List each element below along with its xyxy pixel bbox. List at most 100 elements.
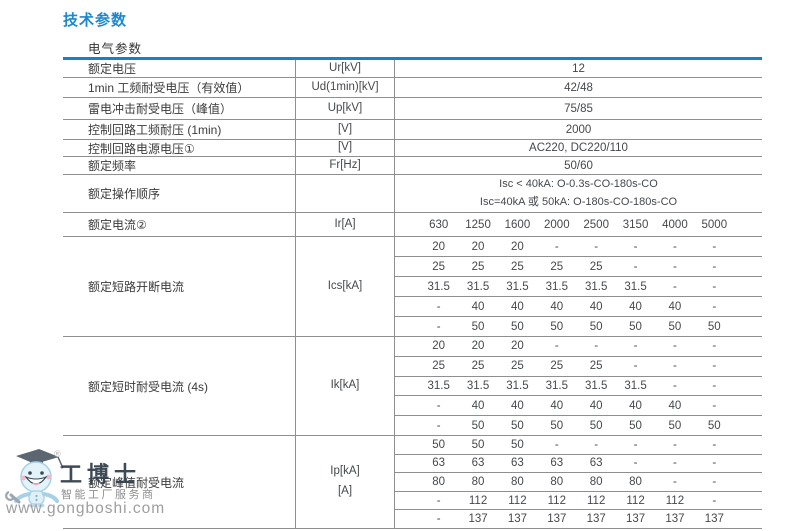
value-cell: 50 <box>668 419 682 432</box>
value-cell: 20 <box>432 240 446 253</box>
value-row: 80 80 80 80 80 80 - - <box>395 473 762 492</box>
value-cell: 80 <box>511 475 524 488</box>
value-cell: 20 <box>511 240 524 253</box>
value-cell: 137 <box>704 513 724 526</box>
value-cell: 112 <box>468 494 488 507</box>
value-cell: 31.5 <box>624 379 647 392</box>
value-cell: - <box>673 457 677 470</box>
value-cell: - <box>712 240 717 253</box>
value-cell: - <box>436 399 441 412</box>
value-cell: - <box>633 260 638 273</box>
value-cell: - <box>712 475 717 488</box>
value-cell: - <box>436 513 441 526</box>
value-cell: 40 <box>550 300 564 313</box>
row-unit: Ir[A] <box>295 213 395 236</box>
section-values: 50 50 50 - - - - - 63 63 63 63 63 - - - 80 80 80 80 80 80 - - - 1… <box>395 436 762 528</box>
value-cell: 25 <box>589 260 603 273</box>
technical-parameters-table: 额定电压 Ur[kV] 12 1min 工频耐受电压（有效值） Ud(1min)… <box>63 57 762 529</box>
table-row: 额定电压 Ur[kV] 12 <box>63 60 762 78</box>
unit-line: Ik[kA] <box>330 379 360 392</box>
section-unit: Ik[kA] <box>295 337 395 435</box>
value-cell: 25 <box>550 260 564 273</box>
value-row: - 50 50 50 50 50 50 50 <box>395 416 762 435</box>
sequence-line-2: Isc=40kA 或 50kA: O-180s-CO-180s-CO <box>479 195 678 208</box>
value-row: 25 25 25 25 25 - - - <box>395 257 762 277</box>
value-row: - 40 40 40 40 40 40 - <box>395 297 762 317</box>
value-cell: 50 <box>471 419 485 432</box>
row-value: 75/85 <box>564 102 593 115</box>
value-cell: 31.5 <box>506 379 529 392</box>
value-cell: 25 <box>511 260 524 273</box>
row-value: 42/48 <box>564 81 593 94</box>
value-cell: 112 <box>508 494 527 507</box>
row-unit: Up[kV] <box>295 98 395 119</box>
value-cell: - <box>673 379 677 392</box>
value-cell: 137 <box>468 513 488 526</box>
value-cell: 40 <box>668 300 682 313</box>
robot-mascot-icon <box>5 449 64 508</box>
row-value: AC220, DC220/110 <box>529 142 628 154</box>
table-row: 1min 工频耐受电压（有效值） Ud(1min)[kV] 42/48 <box>63 78 762 98</box>
page-title: 技术参数 <box>63 12 128 29</box>
value-cell: 112 <box>587 494 606 507</box>
row-value: 12 <box>572 62 585 75</box>
value-cell: - <box>554 240 559 253</box>
value-cell: - <box>436 419 441 432</box>
value-cell: - <box>436 300 441 313</box>
table-row: 控制回路电源电压① [V] AC220, DC220/110 <box>63 140 762 157</box>
value-cell: 80 <box>589 475 603 488</box>
row-unit: [V] <box>295 140 395 156</box>
value-row: - 112 112 112 112 112 112 - <box>395 492 762 511</box>
value-row: - 40 40 40 40 40 40 - <box>395 396 762 417</box>
value-cell: 63 <box>589 457 603 470</box>
value-cell: 4000 <box>662 218 688 231</box>
row-label: 控制回路工频耐压 (1min) <box>88 123 222 137</box>
unit-line: Ics[kA] <box>327 279 363 292</box>
sequence-line-1: Isc < 40kA: O-0.3s-CO-180s-CO <box>499 178 658 191</box>
value-row: 20 20 20 - - - - - <box>395 237 762 257</box>
value-cell: 80 <box>550 475 564 488</box>
row-value: 2000 <box>565 123 592 136</box>
value-cell: - <box>712 300 717 313</box>
section-unit: Ip[kA] [A] <box>295 436 395 528</box>
value-cell: 1250 <box>465 218 491 231</box>
value-row: - 137 137 137 137 137 137 137 <box>395 510 762 528</box>
value-cell: - <box>554 438 559 451</box>
section-peak-current: 额定峰值耐受电流 Ip[kA] [A] 50 50 50- - - - -63 63 63 63 63- -… <box>63 436 762 529</box>
value-cell: 40 <box>511 300 524 313</box>
value-cell: - <box>554 340 559 353</box>
value-cell: - <box>673 260 677 273</box>
value-row: 31.5 31.5 31.5 31.5 31.5 31.5 - - <box>395 277 762 297</box>
value-cell: 40 <box>668 399 682 412</box>
value-cell: 63 <box>550 457 564 470</box>
value-cell: 137 <box>665 513 685 526</box>
value-cell: 31.5 <box>427 379 450 392</box>
value-cell: - <box>712 360 717 373</box>
value-cell: 20 <box>471 240 485 253</box>
value-cell: 25 <box>471 260 485 273</box>
value-cell: 50 <box>589 320 603 333</box>
value-cell: - <box>633 438 638 451</box>
table-row: 雷电冲击耐受电压（峰值） Up[kV] 75/85 <box>63 98 762 120</box>
value-cell: 112 <box>547 494 566 507</box>
row-label: 雷电冲击耐受电压（峰值） <box>88 102 233 116</box>
value-cell: 25 <box>589 360 603 373</box>
value-cell: - <box>712 457 717 470</box>
section-label: 额定短时耐受电流 (4s) <box>88 379 209 394</box>
row-label: 额定操作顺序 <box>88 187 161 201</box>
value-cell: 50 <box>629 419 642 432</box>
value-cell: - <box>712 399 717 412</box>
section-unit: Ics[kA] <box>295 237 395 336</box>
value-cell: 25 <box>550 360 564 373</box>
row-label: 额定电流② <box>88 218 147 232</box>
value-cell: 40 <box>471 399 485 412</box>
row-label: 额定频率 <box>88 159 137 173</box>
value-cell: 112 <box>626 494 645 507</box>
value-cell: 25 <box>432 260 446 273</box>
value-cell: - <box>633 340 638 353</box>
table-row: 控制回路工频耐压 (1min) [V] 2000 <box>63 120 762 140</box>
value-row: 20 20 20 - - - - - <box>395 337 762 357</box>
section-short-time-current: 额定短时耐受电流 (4s) Ik[kA] 20 20 20- - - - -25 25 25 25 25… <box>63 337 762 436</box>
value-row: - 50 50 50 50 50 50 50 <box>395 317 762 336</box>
